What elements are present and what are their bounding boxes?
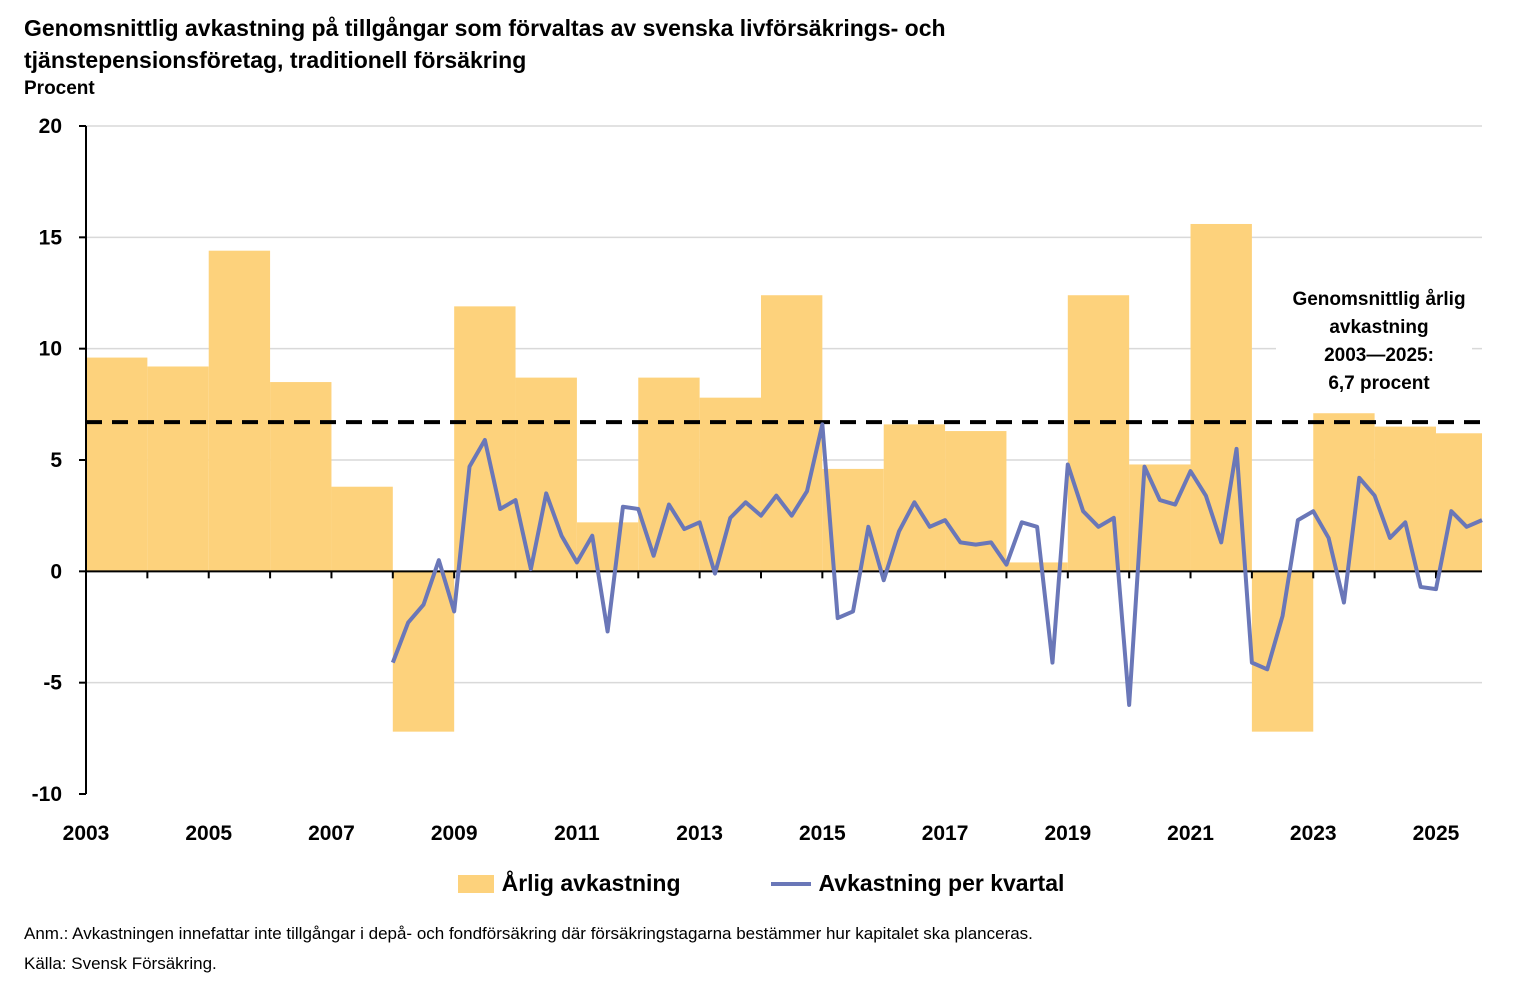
y-tick-label: 5 <box>50 449 62 472</box>
bar-2019 <box>1067 295 1130 572</box>
x-tick-label: 2025 <box>1413 822 1460 845</box>
x-tick-label: 2021 <box>1167 822 1214 845</box>
quarterly-line <box>390 422 1483 707</box>
bar-2003 <box>86 357 148 572</box>
bar-2013 <box>699 397 761 572</box>
note-source: Källa: Svensk Försäkring. <box>24 954 217 973</box>
chart-title: Genomsnittlig avkastning på tillgångar s… <box>24 15 946 73</box>
x-tick-label: 2003 <box>63 822 110 845</box>
legend-line-label: Avkastning per kvartal <box>818 870 1065 896</box>
legend-line-swatch <box>770 881 811 886</box>
legend-bar-swatch <box>457 874 494 893</box>
bar-2018 <box>1006 562 1068 572</box>
bar-2007 <box>331 486 393 572</box>
x-tick-labels: 2003 2005 2007 2009 2011 2013 2015 2017 2019 2021… <box>63 822 1460 845</box>
note-anm: Anm.: Avkastningen innefattar inte tillg… <box>24 924 1033 943</box>
x-tick-label: 2009 <box>431 822 478 845</box>
y-tick-label: -5 <box>43 672 62 695</box>
bar-2023 <box>1313 413 1375 572</box>
legend: Årlig avkastning Avkastning per kvartal <box>0 870 1522 897</box>
annotation-line-3: 2003—2025: <box>1324 345 1434 366</box>
legend-bars: Årlig avkastning <box>457 870 681 897</box>
x-tick-label: 2023 <box>1290 822 1337 845</box>
legend-bars-label: Årlig avkastning <box>501 870 681 896</box>
y-tick-label: 10 <box>39 338 62 361</box>
x-tick-label: 2007 <box>308 822 355 845</box>
y-tick-label: 20 <box>39 115 62 138</box>
axes <box>79 125 1482 795</box>
x-tick-label: 2015 <box>799 822 846 845</box>
bar-2005 <box>208 250 271 572</box>
annotation-background <box>1276 282 1472 398</box>
annotation-line-1: Genomsnittlig årlig <box>1292 289 1465 310</box>
y-tick-label: -10 <box>32 783 62 806</box>
x-tick-label: 2011 <box>554 822 600 845</box>
bar-2004 <box>147 366 209 572</box>
y-tick-labels: -10 -5 0 5 10 15 20 <box>32 115 63 806</box>
y-tick-label: 15 <box>39 226 63 249</box>
unit-label: Procent <box>24 78 95 99</box>
bar-2008 <box>392 571 455 732</box>
bar-2006 <box>270 382 332 572</box>
annual-bars <box>86 223 1482 732</box>
x-tick-label: 2005 <box>185 822 232 845</box>
legend-line: Avkastning per kvartal <box>770 870 1065 897</box>
y-tick-label: 0 <box>50 560 62 583</box>
bar-2022 <box>1251 571 1314 732</box>
annotation-line-2: avkastning <box>1329 317 1428 338</box>
x-tick-label: 2013 <box>676 822 723 845</box>
bar-2024 <box>1374 426 1436 572</box>
x-tick-label: 2019 <box>1044 822 1091 845</box>
bar-2014 <box>760 295 823 572</box>
x-tick-label: 2017 <box>922 822 969 845</box>
annotation-line-4: 6,7 procent <box>1328 373 1430 394</box>
